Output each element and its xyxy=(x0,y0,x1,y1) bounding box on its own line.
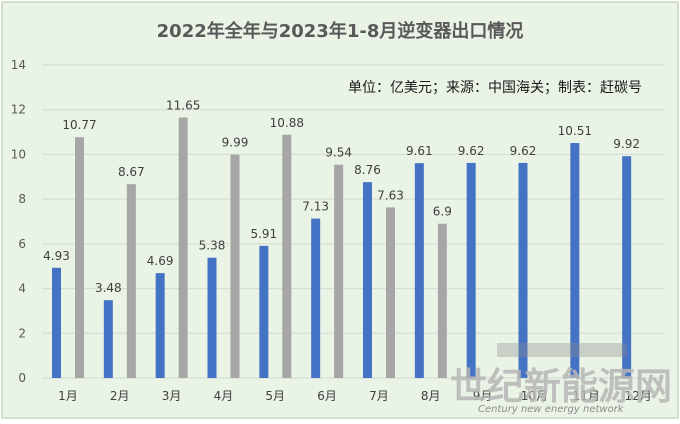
bar xyxy=(414,163,424,378)
bar xyxy=(437,223,447,378)
data-labels: 4.93 3.48 4.69 5.38 5.91 7.13 8.76 9.61 9.62 9.62… xyxy=(43,99,640,296)
bar xyxy=(311,218,321,378)
data-label: 10.88 xyxy=(270,116,304,130)
data-label: 7.63 xyxy=(377,188,404,202)
y-tick-label: 0 xyxy=(18,371,26,385)
data-label: 8.76 xyxy=(354,163,381,177)
data-label: 9.54 xyxy=(325,146,352,160)
data-label: 9.61 xyxy=(406,144,433,158)
x-category-label: 8月 xyxy=(421,389,441,403)
bar xyxy=(103,300,113,378)
data-label: 10.77 xyxy=(62,118,96,132)
bar xyxy=(363,182,372,378)
data-label: 5.91 xyxy=(250,227,277,241)
y-tick-label: 4 xyxy=(18,282,26,296)
y-tick-label: 12 xyxy=(11,103,26,117)
bars xyxy=(52,117,632,379)
data-label: 7.13 xyxy=(302,200,329,214)
y-tick-label: 6 xyxy=(18,237,26,251)
data-label: 9.62 xyxy=(458,144,485,158)
bar xyxy=(570,143,580,378)
y-tick-label: 8 xyxy=(18,192,26,206)
x-category-label: 11月 xyxy=(573,389,600,403)
data-label: 4.69 xyxy=(147,254,174,268)
chart-title: 2022年全年与2023年1-8月逆变器出口情况 xyxy=(157,20,524,42)
x-axis-categories: 1月 2月 3月 4月 5月 6月 7月 8月 9月 10月 11月 12月 xyxy=(58,389,652,403)
data-label: 11.65 xyxy=(166,99,200,113)
x-category-label: 6月 xyxy=(317,389,337,403)
gridlines xyxy=(42,64,664,379)
bar xyxy=(52,267,61,378)
bar xyxy=(622,156,632,378)
data-label: 9.99 xyxy=(222,136,249,150)
data-label: 8.67 xyxy=(118,165,145,179)
y-tick-label: 10 xyxy=(11,147,26,161)
watermark-subtext: Century new energy network xyxy=(478,404,625,415)
x-category-label: 5月 xyxy=(265,389,285,403)
x-category-label: 1月 xyxy=(58,389,78,403)
data-label: 9.62 xyxy=(510,144,537,158)
data-label: 9.92 xyxy=(613,137,640,151)
data-label: 6.9 xyxy=(433,205,452,219)
x-category-label: 10月 xyxy=(521,389,548,403)
x-category-label: 7月 xyxy=(369,389,389,403)
x-category-label: 3月 xyxy=(162,389,182,403)
x-category-label: 9月 xyxy=(473,389,493,403)
watermark: 世纪新能源网 Century new energy network xyxy=(450,343,672,415)
bar xyxy=(334,164,344,378)
data-label: 3.48 xyxy=(95,281,122,295)
watermark-tag xyxy=(497,343,627,357)
y-tick-label: 2 xyxy=(18,326,26,340)
data-label: 4.93 xyxy=(43,249,70,263)
bar xyxy=(282,134,292,378)
bar xyxy=(155,273,165,378)
data-label: 5.38 xyxy=(199,239,226,253)
bar xyxy=(207,257,217,378)
x-category-label: 12月 xyxy=(624,389,651,403)
bar xyxy=(75,137,84,378)
data-label: 10.51 xyxy=(558,124,592,138)
bar xyxy=(518,162,528,378)
chart-subtitle: 单位：亿美元；来源：中国海关；制表：赶碳号 xyxy=(348,80,642,96)
x-category-label: 2月 xyxy=(110,389,130,403)
y-axis-ticks: 0 2 4 6 8 10 12 14 xyxy=(11,58,26,385)
y-tick-label: 14 xyxy=(11,58,26,72)
bar xyxy=(126,184,136,378)
x-category-label: 4月 xyxy=(214,389,234,403)
bar xyxy=(178,117,188,379)
watermark-text: 世纪新能源网 xyxy=(450,365,672,408)
bar xyxy=(386,207,395,378)
bar xyxy=(466,162,476,378)
bar xyxy=(259,245,269,378)
bar xyxy=(230,154,240,378)
